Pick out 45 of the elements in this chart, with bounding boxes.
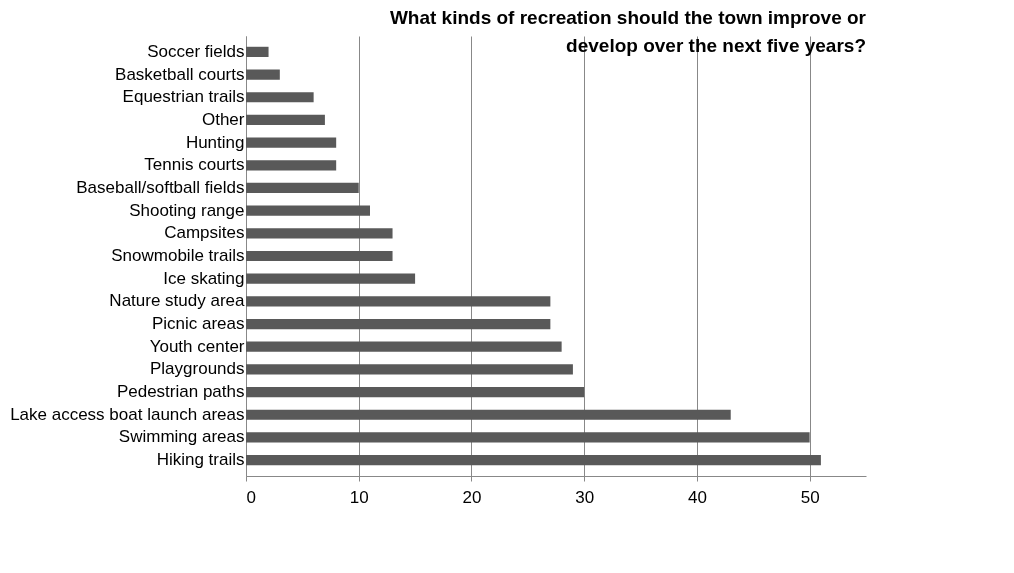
- bar: [246, 160, 337, 171]
- y-tick-label: Picnic areas: [151, 314, 245, 334]
- bar: [246, 273, 416, 284]
- y-tick-label: Soccer fields: [147, 41, 245, 61]
- bar: [246, 205, 370, 216]
- y-tick-label: Basketball courts: [115, 64, 245, 84]
- bar: [246, 341, 562, 352]
- bar: [246, 432, 810, 443]
- y-tick-label: Playgrounds: [149, 359, 245, 379]
- y-tick-label: Nature study area: [109, 291, 246, 311]
- x-tick-label: 0: [246, 487, 256, 507]
- bar: [246, 69, 280, 80]
- bar: [246, 182, 359, 194]
- chart-title: What kinds of recreation should the town improve or develop over the next five years?: [389, 7, 867, 56]
- bar: [246, 114, 325, 126]
- y-tick-label: Lake access boat launch areas: [10, 404, 245, 424]
- bar: [246, 296, 551, 307]
- x-tick-label: 40: [687, 487, 707, 507]
- y-tick-label: Snowmobile trails: [111, 246, 245, 265]
- y-tick-label: Tennis courts: [144, 155, 245, 175]
- x-tick-label: 10: [349, 487, 369, 507]
- y-tick-label: Equestrian trails: [122, 87, 245, 107]
- x-tick-label: 30: [575, 487, 595, 507]
- x-tick-label: 20: [462, 487, 482, 507]
- bar: [246, 46, 269, 57]
- bar: [246, 364, 573, 375]
- bar: [246, 250, 393, 262]
- y-tick-label: Swimming areas: [118, 427, 245, 447]
- bar: [246, 318, 551, 330]
- x-tick-label: 50: [800, 487, 820, 507]
- bar: [246, 92, 314, 103]
- bar: [246, 137, 337, 148]
- bar: [246, 409, 731, 420]
- bar: [246, 228, 393, 239]
- y-tick-label: Campsites: [164, 223, 245, 243]
- y-tick-label: Youth center: [149, 336, 245, 356]
- y-tick-label: Pedestrian paths: [116, 382, 245, 402]
- y-tick-label: Ice skating: [163, 268, 245, 288]
- y-tick-label: Other: [201, 109, 245, 129]
- y-tick-label: Hunting: [185, 132, 245, 152]
- y-tick-label: Baseball/softball fields: [76, 177, 245, 197]
- bar: [246, 455, 821, 466]
- y-tick-label: Hiking trails: [156, 450, 245, 470]
- bar: [246, 386, 585, 398]
- y-tick-label: Shooting range: [129, 200, 245, 220]
